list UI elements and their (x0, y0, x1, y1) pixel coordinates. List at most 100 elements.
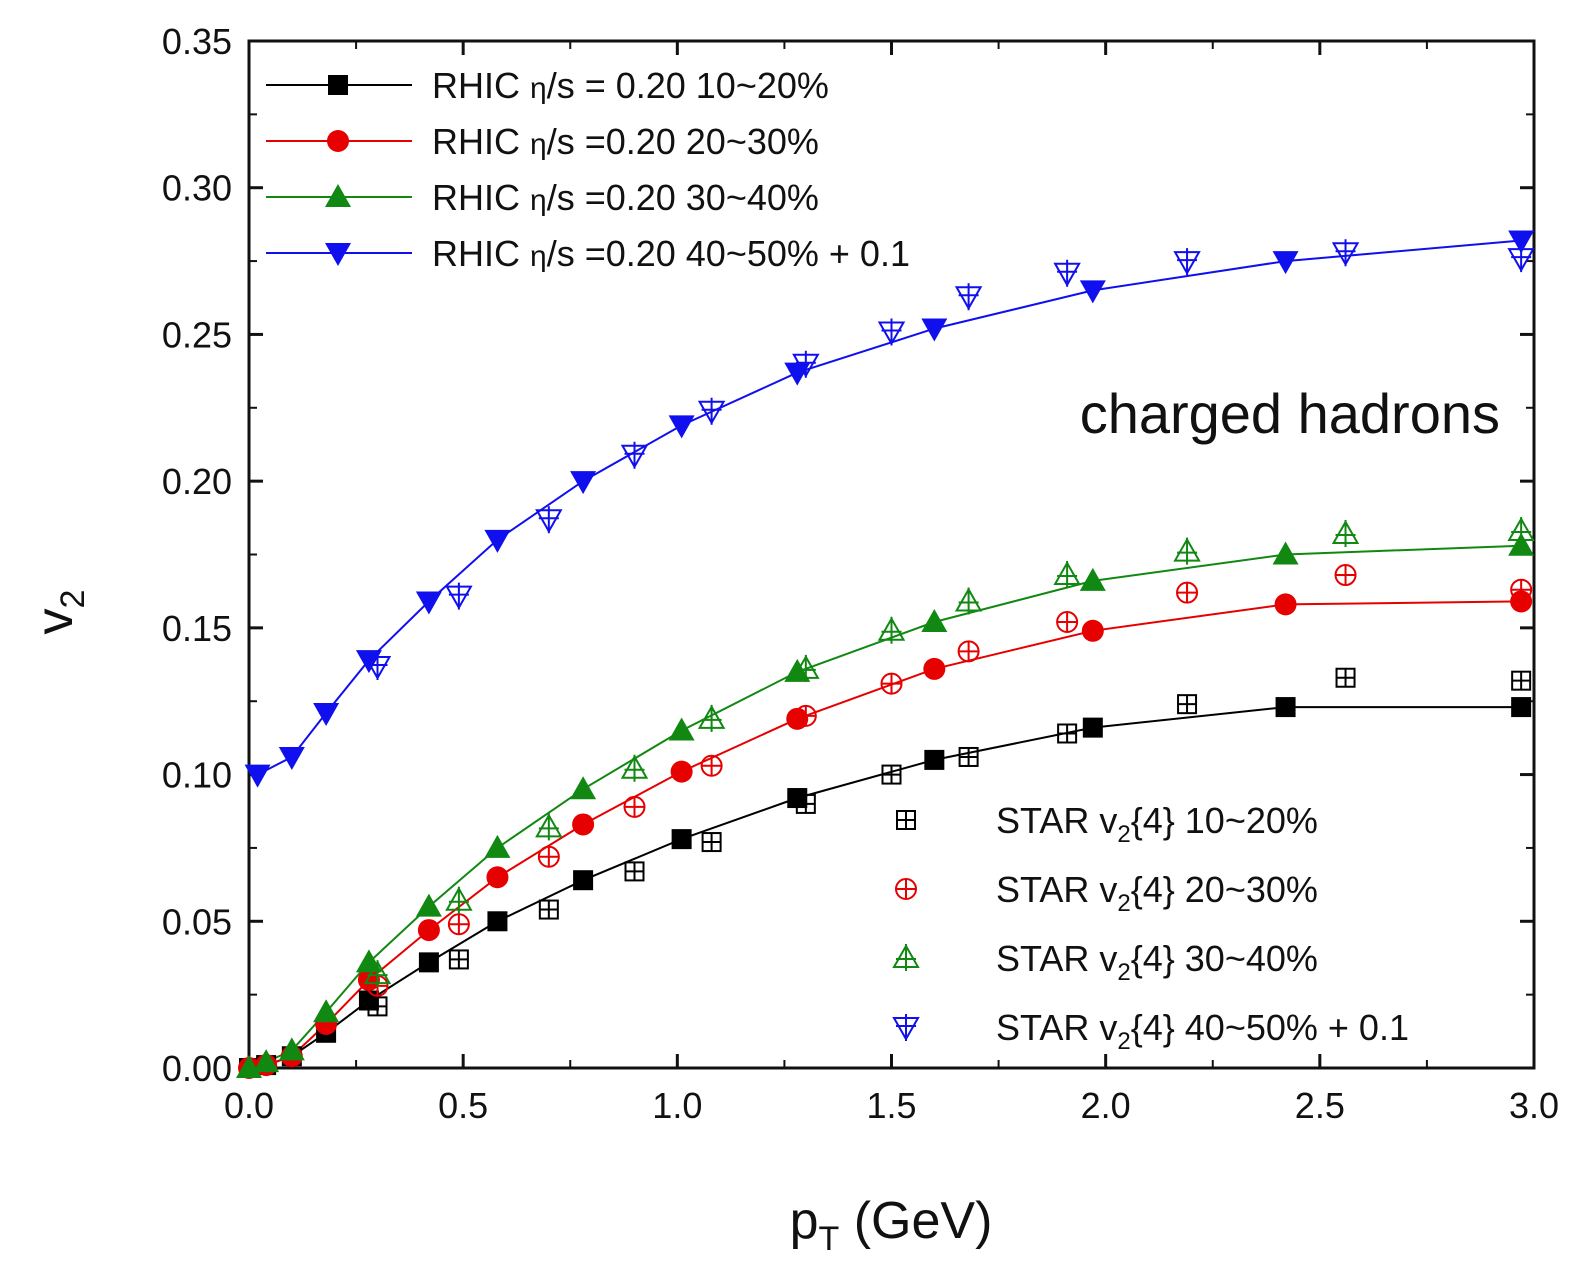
legend-upper-label-eta: η (530, 240, 547, 273)
x-tick-label: 1.5 (866, 1085, 916, 1126)
star-point (1331, 239, 1360, 267)
rhic-point (924, 749, 945, 770)
x-axis-title-main: p (790, 1192, 819, 1250)
star-point (1507, 517, 1535, 545)
y-tick-label: 0.35 (162, 21, 232, 62)
rhic-point (570, 471, 597, 495)
legend-upper-label-post: /s = 0.20 10~20% (547, 65, 829, 106)
rhic-point (236, 1055, 262, 1078)
legend-upper-label-eta: η (530, 184, 547, 217)
model-curves (248, 239, 1522, 1069)
star-point (958, 746, 979, 767)
rhic-point (415, 591, 442, 615)
legend-upper-label-post: /s =0.20 30~40% (547, 177, 819, 218)
star-point (363, 960, 392, 988)
star-point (447, 913, 470, 936)
y-axis-title-main: v (26, 608, 84, 634)
rhic-point (1079, 280, 1106, 304)
x-axis-title: pT (GeV) (790, 1192, 993, 1258)
rhic-point (921, 318, 948, 342)
star-point (1335, 667, 1356, 688)
legend-lower-label: STAR v2{4} 20~30% (996, 869, 1318, 917)
y-tick-label: 0.15 (162, 608, 232, 649)
star-point (1173, 248, 1201, 276)
legend-upper-label-eta: η (530, 128, 547, 161)
rhic-point (486, 866, 509, 889)
star-point (1331, 519, 1360, 547)
legend-upper-label: RHIC η/s =0.20 30~40% (432, 177, 819, 218)
rhic-point (671, 829, 692, 850)
star-point (623, 795, 646, 818)
star-point (1334, 564, 1357, 587)
y-tick-label: 0.05 (162, 901, 232, 942)
star-point (1056, 610, 1079, 633)
rhic-point (573, 870, 594, 891)
star-point (535, 813, 563, 841)
data-markers (236, 230, 1535, 1079)
rhic-point (484, 834, 511, 858)
x-tick-label: 3.0 (1509, 1085, 1559, 1126)
rhic-point (313, 999, 340, 1023)
rhic-point (278, 746, 305, 770)
legend-upper-label: RHIC η/s =0.20 40~50% + 0.1 (432, 233, 910, 274)
legend-upper-label-eta: η (530, 72, 547, 105)
rhic-point (484, 529, 511, 553)
x-tick-label: 0.0 (224, 1085, 274, 1126)
y-tick-label: 0.00 (162, 1048, 232, 1089)
curve-series-1 (248, 600, 1522, 1069)
star-point (624, 861, 645, 882)
rhic-point (1274, 593, 1297, 616)
legend-lower-label: STAR v2{4} 10~20% (996, 800, 1318, 848)
legend-upper-label-pre: RHIC (432, 233, 530, 274)
x-tick-label: 2.0 (1081, 1085, 1131, 1126)
star-point (957, 640, 980, 663)
annotation-charged-hadrons: charged hadrons (1080, 382, 1500, 445)
legend-lower-label-sub: 2 (1117, 890, 1130, 917)
legend-lower-label-sub: 2 (1117, 959, 1130, 986)
tick-labels: 0.0 0.5 1.0 1.5 2.0 2.5 3.0 0.00 0.05 0.10 0.15 0.2… (162, 21, 1559, 1126)
legend-upper-marker (328, 75, 348, 95)
star-point (1510, 578, 1533, 601)
rhic-point (668, 717, 695, 741)
y-axis-title: v2 (26, 590, 92, 635)
rhic-point (418, 952, 439, 973)
rhic-point (1510, 590, 1533, 613)
legend-lower-marker (892, 943, 920, 971)
legend-upper-label-post: /s =0.20 20~30% (547, 121, 819, 162)
legend-lower-marker (895, 878, 917, 900)
y-tick-label: 0.30 (162, 168, 232, 209)
x-axis-title-unit: (GeV) (839, 1192, 992, 1250)
rhic-point (313, 702, 340, 726)
legend-upper-marker (325, 243, 351, 266)
star-point (1053, 259, 1081, 287)
star-point (954, 587, 983, 615)
legend-lower-marker (896, 810, 916, 830)
star-point (881, 764, 902, 785)
y-tick-label: 0.25 (162, 314, 232, 355)
y-axis-title-sub: 2 (54, 590, 92, 609)
legend-upper-label-pre: RHIC (432, 177, 530, 218)
rhic-point (570, 776, 597, 800)
star-point (700, 754, 723, 777)
star-point (620, 441, 649, 469)
legend-upper-marker (325, 184, 351, 207)
rhic-point (784, 362, 811, 386)
rhic-point (1079, 567, 1106, 591)
star-point (1173, 537, 1201, 565)
star-point (445, 582, 473, 610)
star-point (1177, 694, 1198, 715)
star-point (620, 754, 649, 782)
rhic-point (921, 608, 948, 632)
star-point (1176, 581, 1199, 604)
legend-upper: RHIC η/s = 0.20 10~20% RHIC η/s =0.20 20~… (266, 65, 910, 274)
star-point (535, 506, 563, 534)
star-point (1053, 561, 1081, 589)
star-point (697, 397, 726, 425)
legend-upper-label: RHIC η/s = 0.20 10~20% (432, 65, 829, 106)
star-point (1507, 245, 1535, 273)
x-tick-label: 0.5 (438, 1085, 488, 1126)
legend-lower: STAR v2{4} 10~20% STAR v2{4} 20~30%STAR v… (892, 800, 1409, 1055)
rhic-point (1272, 541, 1299, 565)
legend-lower-marker (892, 1014, 920, 1042)
legend-lower-label-pre: STAR v (996, 869, 1117, 910)
